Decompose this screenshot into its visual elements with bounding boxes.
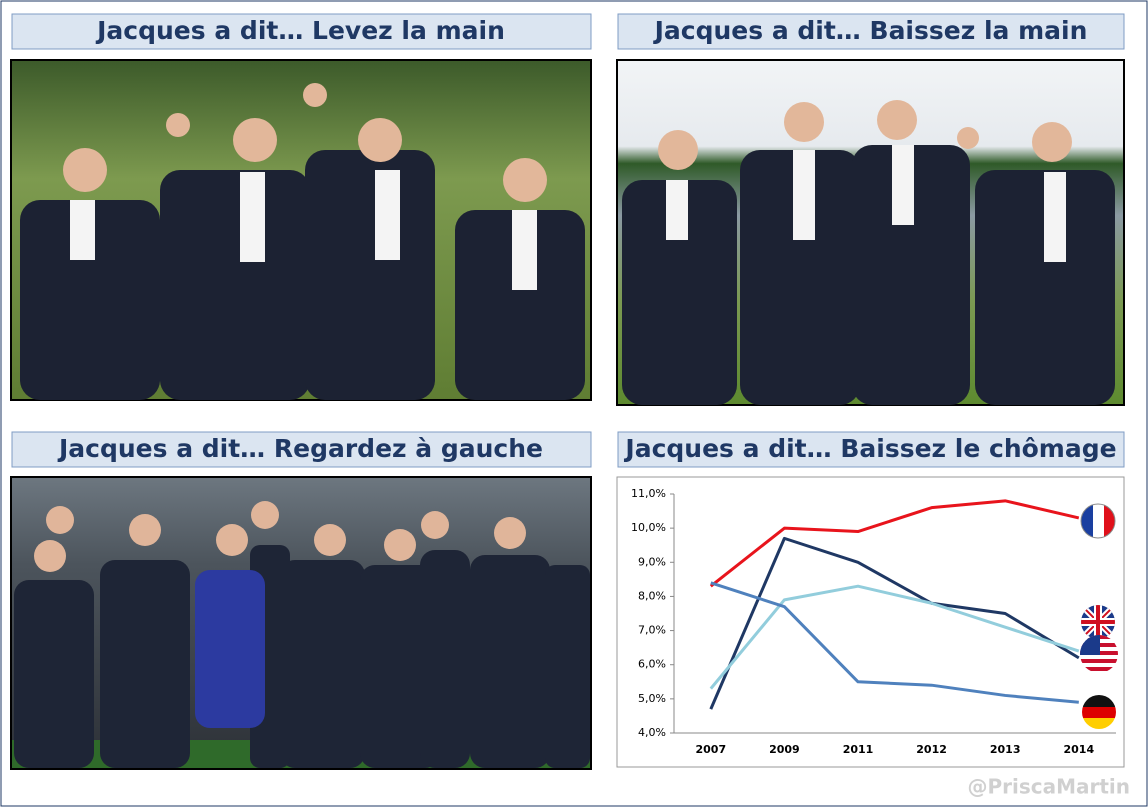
flag — [1080, 503, 1116, 539]
series-line — [709, 536, 1080, 710]
flag — [1081, 605, 1115, 639]
series-line — [709, 584, 1080, 690]
title-boxes — [11, 13, 1125, 468]
y-tick-label: 11,0% — [631, 487, 666, 500]
y-tick-label: 10,0% — [631, 521, 666, 534]
credit: @PriscaMartin — [967, 775, 1130, 799]
y-tick-label: 8,0% — [638, 589, 666, 602]
flag — [1082, 695, 1116, 729]
y-tick-label: 9,0% — [638, 555, 666, 568]
series-line — [709, 499, 1080, 588]
x-tick-label: 2014 — [1063, 743, 1094, 756]
y-tick-label: 6,0% — [638, 658, 666, 671]
photo — [10, 476, 592, 770]
panel-title: Jacques a dit… Baissez le chômage — [623, 434, 1116, 463]
x-tick-label: 2013 — [990, 743, 1021, 756]
panel-title: Jacques a dit… Levez la main — [95, 16, 505, 45]
y-tick-label: 4,0% — [638, 726, 666, 739]
x-tick-label: 2009 — [769, 743, 800, 756]
photo — [616, 59, 1125, 406]
x-tick-label: 2007 — [695, 743, 726, 756]
panel-title: Jacques a dit… Baissez la main — [653, 16, 1088, 45]
x-tick-label: 2012 — [916, 743, 947, 756]
y-tick-label: 7,0% — [638, 624, 666, 637]
photo — [10, 59, 592, 401]
panel-title: Jacques a dit… Regardez à gauche — [57, 434, 543, 463]
chart-frame — [616, 476, 1125, 768]
x-tick-label: 2011 — [843, 743, 874, 756]
y-tick-label: 5,0% — [638, 692, 666, 705]
flag — [1080, 635, 1118, 673]
series-line — [710, 581, 1079, 704]
